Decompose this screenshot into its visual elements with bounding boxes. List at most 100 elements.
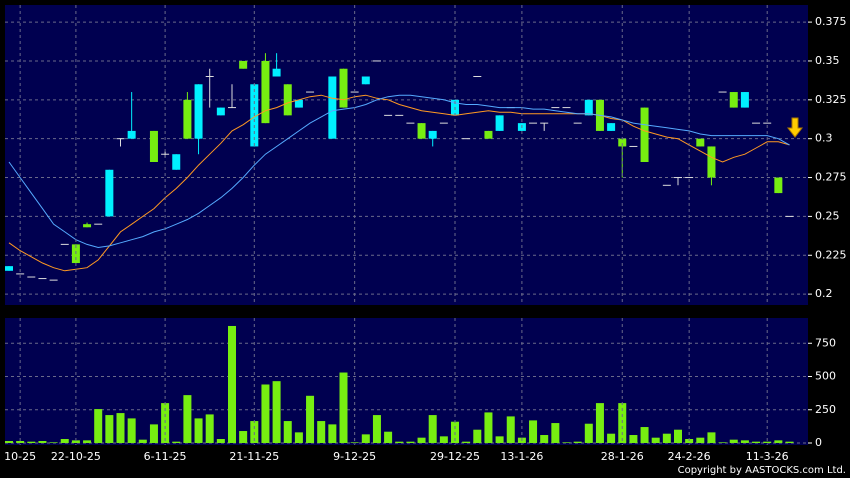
volume-bar (674, 429, 682, 443)
volume-bar (339, 372, 348, 443)
volume-bar (49, 442, 58, 443)
x-tick-label: 11-3-26 (746, 450, 789, 463)
y-tick-label: 0.25 (815, 209, 840, 222)
volume-bar (183, 395, 192, 443)
volume-bar (306, 395, 315, 443)
volume-bar (372, 415, 381, 443)
volume-bar (27, 441, 36, 443)
y-tick-label: 750 (815, 336, 836, 349)
x-tick-label: 21-11-25 (229, 450, 279, 463)
volume-bar (194, 418, 203, 443)
volume-bar (740, 440, 749, 443)
volume-bar (428, 415, 437, 443)
x-tick-label: 24-2-26 (668, 450, 711, 463)
volume-bar (328, 424, 337, 443)
candle-body (239, 60, 248, 69)
volume-bar (484, 412, 493, 443)
volume-bar (573, 441, 582, 443)
y-tick-label: 0.3 (815, 132, 833, 145)
volume-bar (228, 325, 236, 443)
candle-body (5, 266, 13, 271)
volume-bar (16, 441, 25, 443)
volume-bar (718, 442, 727, 443)
volume-bar (60, 439, 69, 443)
candle-body (194, 84, 203, 139)
moving-average (8, 94, 790, 272)
x-tick-label: 22-10-25 (51, 450, 101, 463)
candle-body (294, 99, 303, 108)
candle-body (584, 99, 593, 116)
volume-bar (417, 437, 426, 443)
volume-bar (495, 436, 504, 443)
volume-bar (595, 403, 604, 443)
candle-body (339, 68, 348, 108)
volume-bar (361, 434, 370, 443)
volume-bar (651, 437, 660, 443)
candle-body (495, 115, 504, 131)
volume-bar (216, 439, 225, 443)
volume-bar (94, 409, 103, 443)
volume-bar (38, 441, 47, 443)
candle-body (261, 60, 270, 124)
x-tick-label: 6-11-25 (144, 450, 187, 463)
volume-bar (696, 437, 705, 443)
volume-panel (5, 318, 808, 445)
volume-bar (116, 413, 125, 443)
candle-body (729, 92, 738, 108)
candle-body (696, 138, 705, 147)
volume-bar (462, 441, 471, 443)
candle-body (216, 107, 225, 116)
y-tick-label: 0 (815, 436, 822, 449)
volume-bar (439, 436, 448, 443)
volume-bar (261, 384, 270, 443)
candle-body (272, 68, 281, 77)
candle-body (428, 130, 437, 139)
volume-bar (551, 423, 560, 443)
candle-body (105, 169, 114, 217)
volume-bar (161, 403, 170, 443)
volume-bar (529, 420, 538, 443)
volume-bar (395, 441, 404, 443)
plot: 0.2 0.225 0.25 0.275 0.3 0.325 0.35 0.375 0 250 50… (4, 5, 847, 463)
candle-body (618, 138, 627, 147)
volume-bar (618, 403, 627, 443)
candle-body (149, 130, 158, 162)
volume-bar (774, 440, 783, 443)
y-tick-label: 0.275 (815, 171, 847, 184)
volume-bar (685, 439, 694, 443)
candle-body (127, 130, 136, 139)
candle-body (283, 84, 292, 116)
x-tick-label: 10-25 (4, 450, 36, 463)
volume-bar (127, 418, 136, 443)
candle-body (361, 76, 370, 85)
volume-bar (729, 439, 738, 443)
copyright: Copyright by AASTOCKS.com Ltd. (678, 465, 846, 476)
candle-body (328, 76, 337, 139)
volume-bar (149, 424, 158, 443)
volume-bar (272, 381, 281, 443)
arrow (786, 117, 804, 138)
candle-body (707, 146, 716, 178)
volume-bar (406, 441, 415, 443)
candle-body (640, 107, 649, 162)
x-tick-label: 9-12-25 (333, 450, 376, 463)
volume-bar (763, 441, 772, 443)
volume-bar (752, 441, 761, 443)
volume-bar (71, 440, 80, 443)
volume-bar (562, 442, 571, 443)
volume-bar (294, 432, 303, 443)
candle-body (183, 99, 192, 139)
candle-body (172, 154, 181, 170)
volume-bar (707, 432, 716, 443)
volume-bar (629, 435, 638, 443)
candle-body (417, 123, 426, 139)
x-tick-label: 29-12-25 (430, 450, 480, 463)
x-tick-label: 28-1-26 (601, 450, 644, 463)
volume-bar (172, 441, 181, 443)
y-tick-label: 0.225 (815, 248, 847, 261)
y-tick-label: 500 (815, 370, 836, 383)
y-tick-label: 0.35 (815, 54, 840, 67)
volume-bar (473, 429, 482, 443)
volume-bar (283, 421, 292, 443)
